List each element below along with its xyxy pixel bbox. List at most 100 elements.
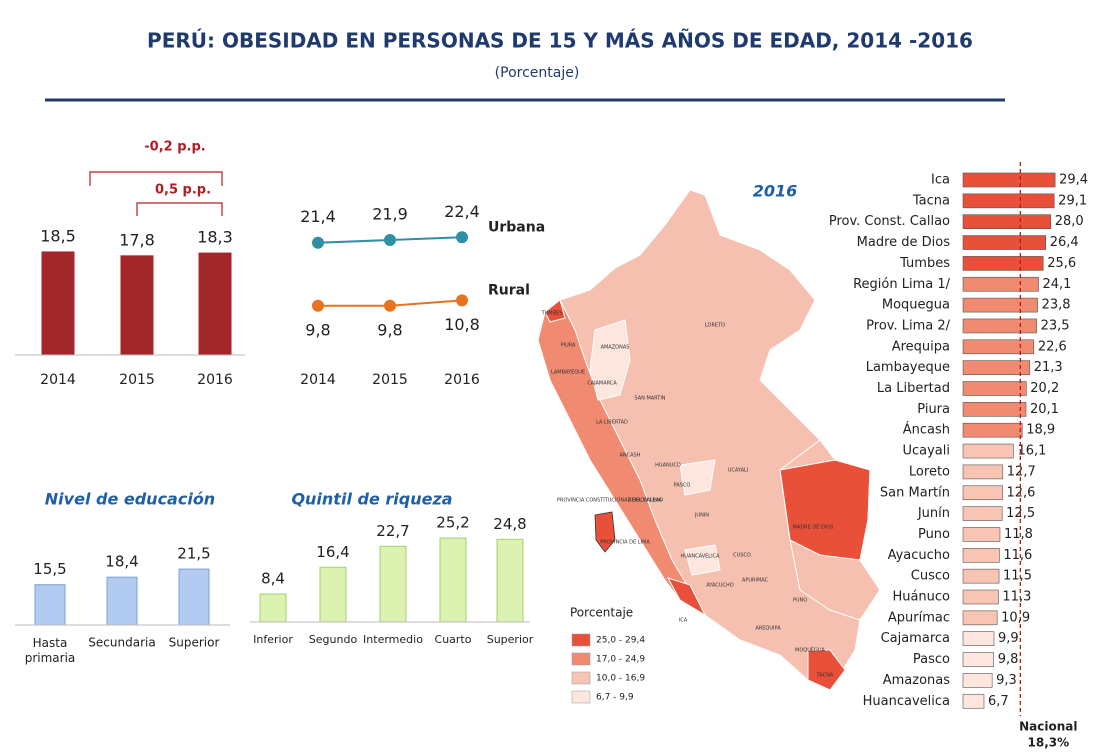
bar [962,527,1001,542]
category-label: Región Lima 1/ [853,277,951,292]
value-label: 24,8 [493,515,526,533]
category-label: Pasco [913,652,950,667]
map-label: MADRE DE DIOS [793,525,834,531]
bar [962,235,1047,250]
category-label: Tumbes [899,256,950,271]
value-label: 18,3 [197,228,233,247]
x-tick-label: Cuarto [435,633,472,646]
category-label: Lambayeque [866,360,950,375]
value-label: 11,8 [1004,527,1033,542]
region-border [779,439,881,621]
map-label: PROVINCIA DE LIMA [600,540,650,546]
value-label: 21,3 [1034,360,1063,375]
bar [439,537,467,623]
category-label: Prov. Lima 2/ [866,318,950,333]
bar [962,610,998,626]
bar [962,172,1056,188]
value-label: 18,9 [1026,423,1055,438]
series-label: Urbana [488,219,545,235]
bar [106,576,138,626]
value-label: 9,8 [305,320,330,339]
map-label: CAJAMARCA [587,381,617,387]
map-label: HUANUCO [655,463,681,469]
page-title: PERÚ: OBESIDAD EN PERSONAS DE 15 Y MÁS A… [147,29,973,53]
value-label: 25,2 [436,514,469,532]
bar [962,402,1027,417]
value-label: 16,4 [316,543,349,561]
annotation: 0,5 p.p. [155,183,211,198]
bar [379,545,407,623]
bar [962,214,1052,229]
value-label: 28,0 [1055,214,1084,229]
x-tick-label: 2016 [444,372,480,388]
x-tick-label: Intermedio [363,633,423,646]
map-label: TACNA [816,673,834,679]
value-label: 20,1 [1030,402,1059,417]
bar [962,673,993,688]
category-label: Apurímac [888,610,950,625]
value-label: 24,1 [1043,277,1072,292]
legend-swatch [571,671,591,685]
value-label: 29,1 [1058,193,1087,208]
bar [962,256,1044,271]
bar [962,318,1037,334]
map [537,189,881,691]
x-tick-label: Secundaria [88,636,155,650]
chart-title: 2016 [753,182,798,201]
bar [319,566,347,623]
category-label: Ucayali [902,444,950,459]
map-label: JUNIN [694,513,709,519]
map-label: TUMBES [541,311,563,317]
lima-inset [594,511,616,553]
category-label: Huancavelica [863,694,950,709]
bar [34,584,66,626]
category-label: La Libertad [877,381,950,396]
value-label: 10,9 [1001,610,1030,625]
bar [962,485,1003,501]
reference-label: Nacional [1019,720,1077,734]
value-label: 11,3 [1002,590,1031,605]
bar [962,693,985,709]
map-label: PIURA [561,343,576,349]
category-label: Áncash [903,422,950,438]
region [544,299,566,323]
legend-title: Porcentaje [570,606,633,620]
chart-title: Quintil de riqueza [291,490,452,509]
value-label: 21,4 [300,207,336,226]
value-label: 12,7 [1007,464,1036,479]
bar [962,547,1000,563]
category-label: Cusco [911,569,950,584]
label-line: primaria [25,651,76,665]
map-label: LORETO [705,323,725,329]
category-label: Piura [917,402,950,417]
bar [496,538,524,623]
bar [962,464,1004,480]
bar [178,568,210,626]
category-label: Amazonas [883,673,951,688]
value-label: 21,5 [177,545,210,563]
bar [41,251,75,356]
category-label: Loreto [909,464,950,479]
map-label: PASCO [674,483,691,489]
map-label: HUANCAVELICA [681,554,721,560]
x-tick-label: Hasta primaria [25,636,76,665]
category-label: Huánuco [892,590,950,605]
map-label: PROVINCIA CONSTITUCIONAL DEL CALLAO [557,498,663,504]
x-tick-label: Superior [487,633,534,646]
legend-swatch [571,652,591,666]
map-label: LA LIBERTAD [596,420,628,426]
value-label: 8,4 [261,570,285,588]
category-label: Tacna [912,193,950,208]
x-tick-label: Superior [169,636,220,650]
value-label: 18,5 [40,226,76,245]
value-label: 22,4 [444,202,480,221]
region [684,544,721,576]
reference-value: 18,3% [1028,736,1070,750]
map-label: REGION LIMA [628,498,662,504]
x-tick-label: Inferior [253,633,293,646]
value-label: 16,1 [1017,444,1046,459]
x-tick-label: 2016 [197,372,233,388]
category-label: Ayacucho [888,548,950,563]
category-label: Ica [931,173,950,188]
